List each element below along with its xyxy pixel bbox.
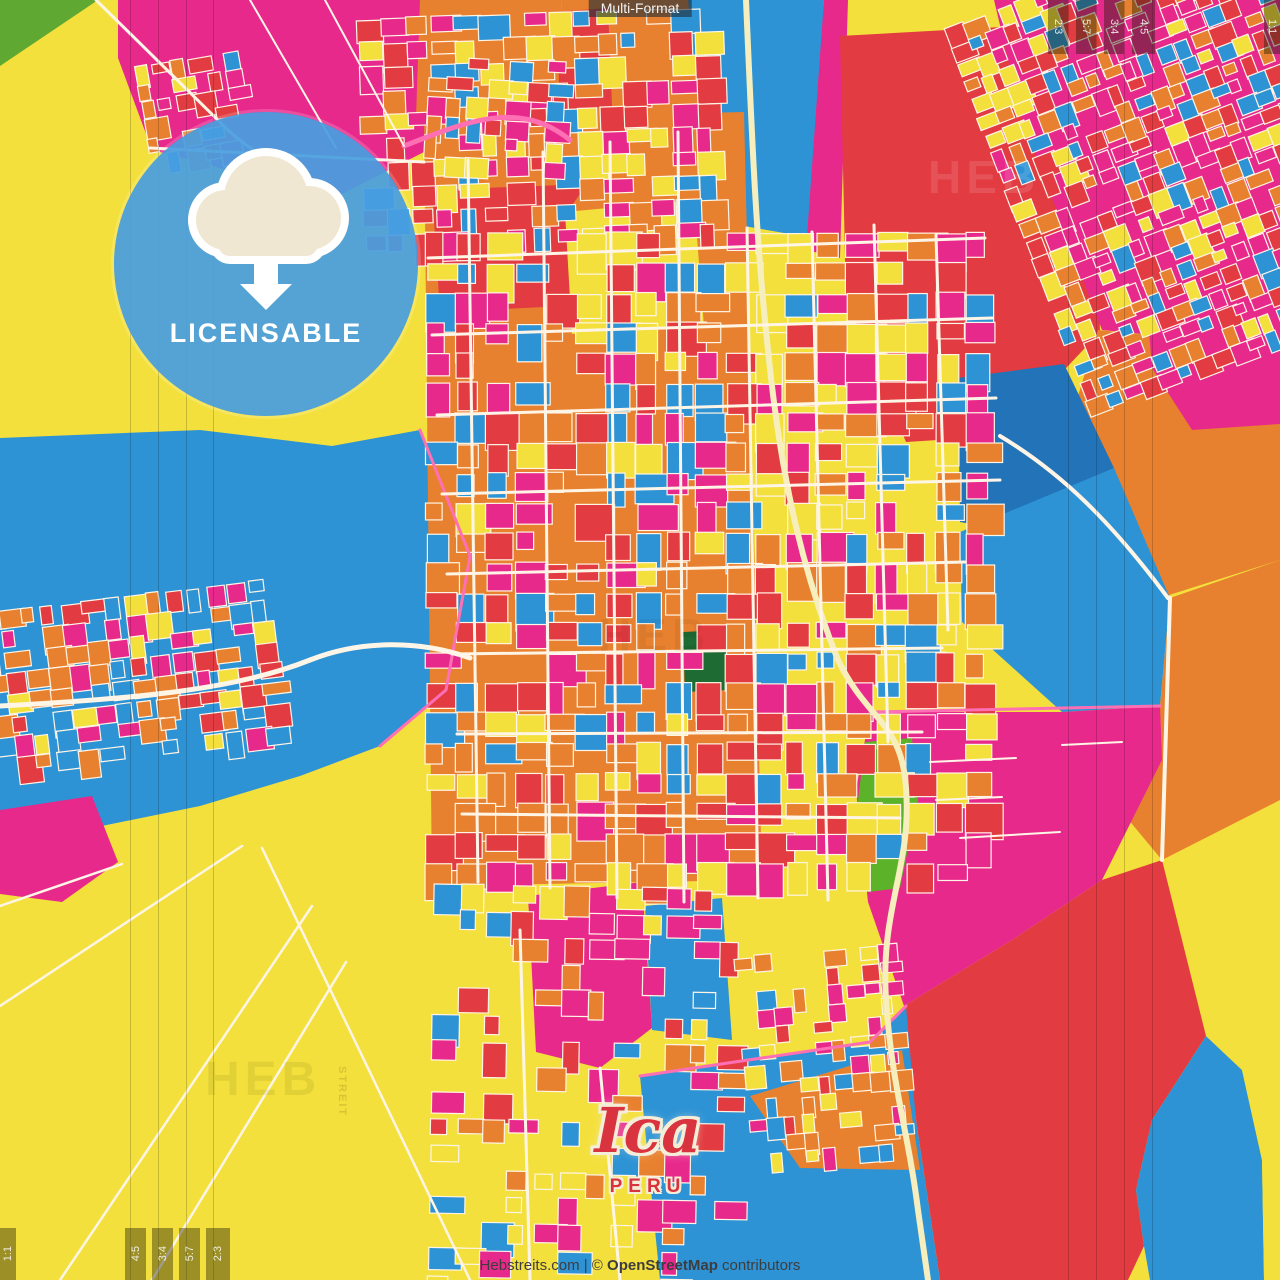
aspect-guide-line xyxy=(213,0,214,1280)
attribution-suffix: contributors xyxy=(717,1257,801,1274)
aspect-marker-5-7: 5:7 xyxy=(1076,0,1096,54)
aspect-marker-3-4: 3:4 xyxy=(1104,0,1124,54)
format-label-chip: Multi-Format xyxy=(588,0,692,17)
city-name-label: Ica xyxy=(594,1094,702,1167)
aspect-marker-2-3: 2:3 xyxy=(1048,0,1068,54)
aspect-guide-line xyxy=(1096,0,1097,1280)
aspect-guide-line xyxy=(1124,0,1125,1280)
attribution-site: Hebstreits.com | © xyxy=(479,1257,608,1274)
aspect-guide-line xyxy=(1152,0,1153,1280)
aspect-marker-1-1: 1:1 xyxy=(1264,0,1280,54)
attribution-osm-link[interactable]: OpenStreetMap xyxy=(607,1257,718,1274)
aspect-guide-line xyxy=(158,0,159,1280)
aspect-marker-2-3: 2:3 xyxy=(206,1228,230,1280)
map-attribution: Hebstreits.com | © OpenStreetMap contrib… xyxy=(0,1257,1280,1274)
aspect-marker-1-1: 1:1 xyxy=(0,1228,16,1280)
country-name-label: PERU xyxy=(609,1176,687,1197)
aspect-marker-3-4: 3:4 xyxy=(152,1228,173,1280)
city-label-group: Ica PERU xyxy=(548,1100,748,1198)
licensable-label: LICENSABLE xyxy=(169,318,363,348)
aspect-marker-4-5: 4:5 xyxy=(125,1228,146,1280)
aspect-guide-line xyxy=(186,0,187,1280)
licensable-badge[interactable]: LICENSABLE xyxy=(114,112,418,416)
aspect-marker-4-5: 4:5 xyxy=(1132,0,1155,54)
aspect-marker-5-7: 5:7 xyxy=(179,1228,200,1280)
aspect-guide-line xyxy=(130,0,131,1280)
cloud-download-icon xyxy=(188,148,349,310)
aspect-guide-line xyxy=(1068,0,1069,1280)
